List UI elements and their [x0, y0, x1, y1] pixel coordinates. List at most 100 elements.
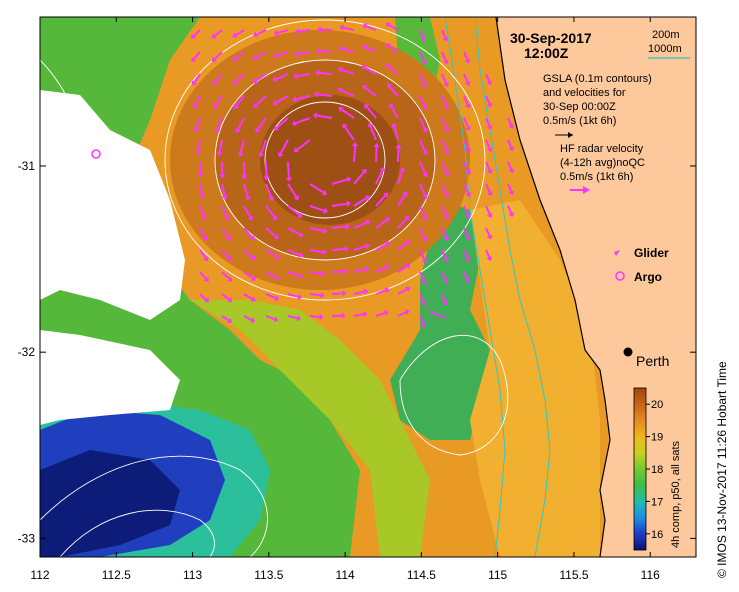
velocity-arrowhead [464, 278, 471, 284]
velocity-arrow [275, 95, 289, 104]
velocity-arrow [507, 161, 513, 170]
velocity-arrowhead [442, 59, 449, 65]
velocity-arrow [199, 227, 206, 238]
velocity-arrow [419, 95, 426, 108]
velocity-arrowhead [277, 152, 284, 158]
velocity-arrowhead [293, 195, 300, 201]
velocity-arrowhead [362, 85, 368, 91]
colorbar-ticks: 16 17 18 19 20 [646, 399, 663, 541]
velocity-arrowhead [315, 48, 321, 55]
velocity-arrowhead [345, 223, 350, 230]
x-tick-label: 115.5 [559, 568, 588, 582]
velocity-arrowhead [384, 287, 390, 294]
velocity-arrow [341, 68, 355, 75]
velocity-arrowhead [486, 256, 493, 262]
velocity-arrow [441, 29, 447, 39]
velocity-arrow [331, 270, 344, 273]
velocity-arrow [309, 227, 324, 232]
velocity-arrow [331, 225, 347, 229]
velocity-arrow [485, 161, 491, 171]
map-frame [39, 16, 697, 558]
velocity-arrowhead [233, 103, 239, 109]
velocity-arrow [235, 95, 245, 107]
velocity-arrow [331, 178, 348, 185]
velocity-arrowhead [250, 275, 256, 281]
velocity-arrow [309, 293, 321, 297]
velocity-arrow [419, 249, 426, 261]
velocity-arrows [191, 22, 515, 328]
velocity-arrow [441, 205, 448, 217]
x-tick-label: 112 [30, 568, 49, 582]
colorbar-tick-label: 17 [651, 496, 663, 508]
velocity-arrowhead [464, 257, 471, 262]
velocity-arrowhead [314, 69, 320, 77]
colorbar-tick-label: 18 [651, 464, 663, 476]
gsla-legend-line3: 30-Sep 00:00Z [543, 101, 616, 113]
velocity-arrow [364, 86, 377, 97]
velocity-arrowhead [421, 59, 428, 65]
velocity-arrow [234, 51, 245, 60]
hf-legend-line2: (4-12h avg)noQC [560, 157, 645, 169]
velocity-arrowhead [364, 265, 370, 273]
y-tick-label: -32 [18, 345, 36, 359]
velocity-arrowhead [338, 45, 344, 53]
velocity-arrow [221, 315, 230, 322]
velocity-arrow [353, 221, 368, 229]
velocity-arrowhead [258, 152, 265, 158]
velocity-arrow [375, 243, 388, 251]
velocity-arrowhead [235, 128, 241, 134]
velocity-arrowhead [298, 231, 304, 238]
velocity-arrowhead [322, 248, 327, 256]
velocity-arrowhead [508, 146, 515, 152]
velocity-arrow [397, 311, 407, 317]
velocity-arrow [216, 117, 223, 130]
velocity-arrowhead [255, 127, 261, 133]
velocity-arrowhead [395, 144, 402, 149]
hf-legend-scale: 0.5m/s (1kt 6h) [560, 171, 633, 183]
velocity-arrow [485, 95, 491, 105]
velocity-arrow [255, 51, 267, 59]
velocity-arrow [214, 29, 223, 37]
velocity-arrow [485, 73, 491, 82]
velocity-arrowhead [291, 120, 297, 127]
velocity-arrow [265, 205, 276, 218]
velocity-arrowhead [486, 102, 493, 108]
velocity-arrowhead [273, 29, 279, 37]
velocity-arrowhead [385, 241, 391, 247]
velocity-arrow [419, 315, 425, 324]
velocity-arrow [485, 227, 491, 237]
velocity-arrow [299, 29, 311, 33]
velocity-arrow [199, 183, 204, 196]
velocity-arrow [485, 183, 491, 193]
velocity-arrow [375, 147, 378, 163]
velocity-arrow [243, 315, 253, 321]
velocity-arrowhead [443, 257, 449, 263]
velocity-arrowhead [250, 317, 256, 323]
velocity-arrowhead [338, 106, 344, 113]
velocity-arrowhead [214, 127, 221, 133]
velocity-arrowhead [346, 176, 352, 183]
velocity-arrowhead [464, 81, 471, 86]
velocity-arrowhead [298, 272, 303, 279]
velocity-arrowhead [367, 122, 374, 128]
velocity-arrowhead [232, 79, 238, 85]
velocity-arrow [397, 218, 408, 229]
velocity-arrow [221, 227, 230, 239]
velocity-arrow [342, 47, 355, 53]
velocity-arrow [365, 46, 377, 53]
header-time: 12:00Z [524, 45, 569, 61]
velocity-arrowhead [274, 274, 280, 281]
velocity-arrowhead [342, 290, 347, 297]
glider-legend-icon [614, 250, 620, 256]
velocity-arrowhead [443, 149, 450, 155]
velocity-arrowhead [486, 234, 493, 240]
velocity-arrow [234, 73, 245, 83]
velocity-arrowhead [297, 293, 303, 300]
velocity-arrowhead [317, 26, 322, 33]
velocity-arrowhead [191, 80, 198, 86]
velocity-arrow [388, 65, 399, 75]
perth-label: Perth [636, 353, 669, 369]
velocity-arrowhead [486, 212, 493, 218]
velocity-arrowhead [362, 23, 368, 30]
colorbar-tick-label: 19 [651, 432, 663, 444]
